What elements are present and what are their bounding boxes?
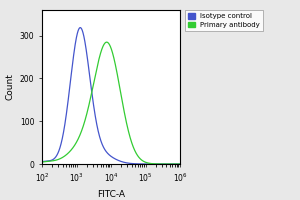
Legend: Isotype control, Primary antibody: Isotype control, Primary antibody: [185, 10, 263, 31]
Y-axis label: Count: Count: [5, 74, 14, 100]
X-axis label: FITC-A: FITC-A: [97, 190, 125, 199]
